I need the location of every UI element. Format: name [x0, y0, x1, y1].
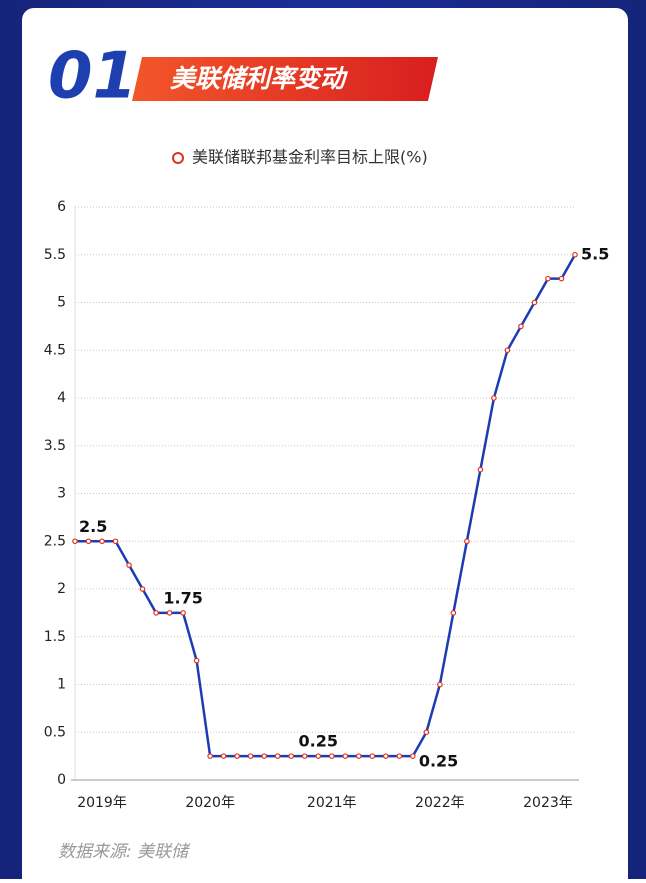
data-point: [369, 753, 376, 759]
data-point: [531, 299, 538, 306]
data-point: [99, 538, 105, 545]
x-tick-label: 2020年: [185, 795, 235, 811]
data-point: [126, 562, 132, 568]
data-point: [504, 347, 511, 354]
data-point: [396, 753, 403, 759]
x-tick-label: 2023年: [523, 795, 573, 811]
legend-label: 美联储联邦基金利率目标上限(%): [192, 148, 428, 167]
x-tick-label: 2022年: [415, 795, 465, 811]
data-label: 0.25: [299, 732, 338, 751]
data-point: [288, 753, 295, 759]
y-tick-label: 0.5: [44, 724, 66, 740]
data-point: [342, 753, 349, 759]
data-label: 0.25: [419, 752, 458, 771]
y-tick-label: 4: [57, 390, 66, 406]
y-tick-label: 0: [57, 772, 66, 788]
data-point: [328, 753, 335, 759]
y-tick-label: 3.5: [44, 438, 66, 454]
data-label: 1.75: [163, 588, 202, 607]
data-point: [572, 251, 578, 258]
data-point: [301, 753, 308, 759]
data-point: [477, 466, 484, 473]
plot: 0 0.5 1 1.5 2 2.5 3 3.5 4 4.5 5 5.5 6 2019年 2020年 2021年…: [44, 199, 610, 811]
data-point: [139, 586, 146, 592]
data-point: [383, 753, 389, 759]
data-point: [437, 681, 443, 688]
data-point: [153, 610, 159, 616]
data-point: [545, 275, 551, 282]
data-point: [112, 538, 119, 545]
data-point: [464, 538, 470, 545]
x-tick-label: 2019年: [77, 795, 127, 811]
data-point: [72, 538, 78, 545]
data-point: [180, 610, 186, 616]
data-point: [247, 753, 254, 759]
y-tick-label: 5.5: [44, 247, 66, 263]
legend-marker: [172, 152, 184, 164]
data-point: [410, 753, 416, 759]
data-point: [207, 753, 213, 759]
data-point: [450, 610, 457, 616]
header-number: 01: [48, 40, 137, 114]
data-point: [261, 753, 267, 759]
data-label: 2.5: [79, 517, 107, 536]
data-point: [558, 275, 565, 282]
data-point: [193, 657, 200, 664]
header-title: 美联储利率变动: [170, 64, 348, 93]
data-point: [166, 610, 173, 616]
y-tick-label: 6: [57, 199, 66, 215]
source: 数据来源: 美联储: [58, 842, 191, 862]
y-tick-label: 5: [57, 295, 66, 311]
data-point: [491, 395, 497, 401]
data-point: [315, 753, 322, 759]
y-tick-label: 3: [57, 486, 66, 502]
x-tick-label: 2021年: [307, 795, 357, 811]
data-point: [220, 753, 227, 759]
data-point: [274, 753, 281, 759]
data-point: [234, 753, 240, 759]
header-banner: [132, 57, 438, 101]
data-point: [355, 753, 362, 759]
y-tick-label: 4.5: [44, 342, 66, 358]
y-tick-label: 2.5: [44, 533, 66, 549]
y-tick-label: 1.5: [44, 629, 66, 645]
data-point: [518, 323, 524, 330]
data-point: [85, 538, 92, 545]
y-tick-label: 1: [57, 677, 66, 693]
data-label: 5.5: [581, 244, 609, 263]
y-tick-label: 2: [57, 581, 66, 597]
data-point: [423, 729, 430, 736]
